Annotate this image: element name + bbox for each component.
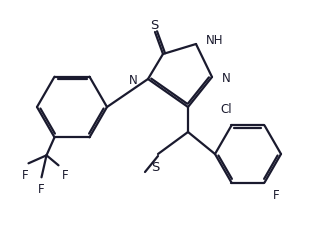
Text: Cl: Cl — [221, 103, 232, 116]
Text: F: F — [38, 183, 45, 196]
Text: F: F — [62, 169, 68, 182]
Text: N: N — [129, 73, 138, 86]
Text: S: S — [151, 160, 159, 173]
Text: N: N — [222, 71, 231, 84]
Text: NH: NH — [206, 33, 223, 46]
Text: S: S — [150, 18, 158, 31]
Text: F: F — [22, 169, 29, 182]
Text: F: F — [272, 188, 279, 201]
